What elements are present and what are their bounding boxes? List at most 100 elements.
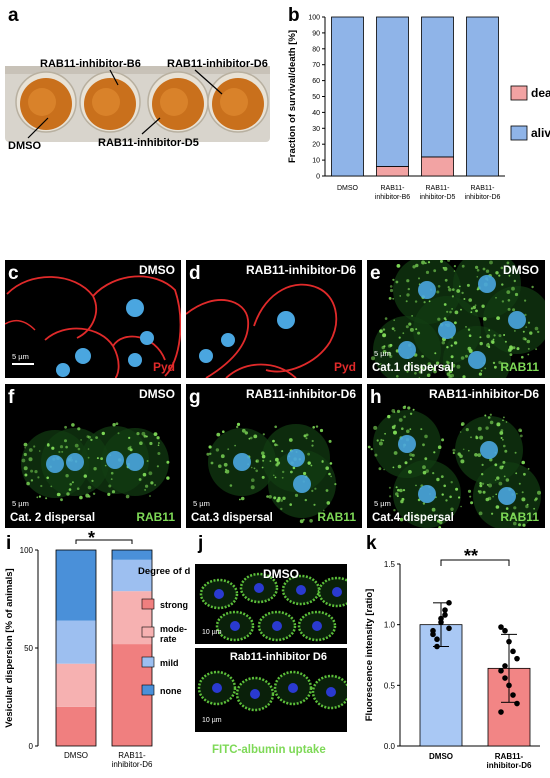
rab11-vesicle (489, 420, 494, 425)
rab11-vesicle (37, 476, 40, 479)
rab11-vesicle (470, 307, 473, 310)
rab11-vesicle (526, 339, 531, 344)
rab11-vesicle (455, 487, 459, 491)
well-highlight (220, 88, 248, 116)
nucleus (293, 475, 311, 493)
rab11-vesicle (249, 436, 253, 440)
rab11-vesicle (495, 493, 497, 496)
rab11-vesicle (476, 268, 480, 272)
rab11-vesicle (250, 466, 253, 469)
rab11-vesicle (494, 365, 497, 369)
nucleus (398, 341, 416, 359)
panel-label-b: b (288, 5, 300, 26)
data-point (430, 627, 436, 634)
rab11-vesicle (276, 498, 280, 503)
rab11-vesicle (141, 431, 146, 436)
rab11-vesicle (255, 469, 258, 473)
y-tick-label: 20 (312, 142, 320, 149)
y-tick-label: 30 (312, 126, 320, 133)
rab11-vesicle (409, 453, 413, 457)
rab11-vesicle (406, 293, 410, 297)
nucleus (272, 621, 282, 631)
rab11-vesicle (506, 290, 511, 294)
rab11-vesicle (60, 498, 63, 502)
rab11-vesicle (95, 436, 98, 439)
rab11-vesicle (381, 345, 385, 350)
rab11-vesicle (461, 291, 464, 295)
rab11-vesicle (307, 452, 310, 456)
rab11-vesicle (392, 466, 395, 469)
rab11-vesicle (469, 495, 472, 498)
rab11-vesicle (396, 375, 399, 378)
micro-c-scale: 5 µm (12, 352, 29, 361)
x-tick-label: inhibitor-D6 (112, 760, 153, 769)
rab11-vesicle (505, 507, 509, 510)
rab11-vesicle (518, 482, 521, 485)
nucleus (508, 311, 526, 329)
rab11-vesicle (496, 476, 500, 480)
bar-strong (56, 706, 96, 746)
rab11-vesicle (23, 442, 28, 447)
rab11-vesicle (468, 298, 472, 302)
rab11-vesicle (395, 486, 398, 489)
rab11-vesicle (325, 489, 329, 492)
rab11-vesicle (448, 288, 452, 292)
rab11-vesicle (329, 462, 333, 465)
rab11-vesicle (154, 484, 157, 486)
rab11-vesicle (382, 439, 385, 442)
rab11-vesicle (143, 434, 147, 438)
rab11-vesicle (208, 446, 211, 449)
y-tick-label: 50 (312, 94, 320, 101)
label-d5: RAB11-inhibitor-D5 (98, 137, 199, 149)
rab11-vesicle (412, 408, 415, 411)
rab11-vesicle (479, 336, 482, 339)
rab11-vesicle (384, 317, 388, 320)
rab11-vesicle (416, 513, 419, 516)
rab11-vesicle (93, 467, 97, 471)
rab11-vesicle (421, 260, 426, 265)
rab11-vesicle (158, 442, 160, 444)
micro-h: RAB11-inhibitor-D6 RAB11 Cat.4 dispersal… (367, 384, 545, 528)
micro-f-stain: RAB11 (136, 510, 175, 524)
rab11-vesicle (387, 351, 392, 356)
micro-e-category: Cat.1 dispersal (372, 362, 454, 374)
rab11-vesicle (496, 316, 500, 320)
micro-h-title: RAB11-inhibitor-D6 (428, 387, 539, 401)
rab11-vesicle (412, 265, 416, 269)
rab11-vesicle (129, 445, 132, 448)
rab11-vesicle (445, 499, 448, 502)
rab11-vesicle (91, 479, 94, 482)
rab11-vesicle (393, 451, 398, 455)
rab11-vesicle (58, 450, 61, 454)
rab11-vesicle (514, 330, 516, 332)
rab11-vesicle (406, 279, 410, 283)
data-point (502, 663, 508, 669)
rab11-vesicle (521, 460, 525, 465)
rab11-vesicle (393, 329, 396, 332)
rab11-vesicle (45, 497, 48, 500)
data-point (502, 627, 508, 634)
y-tick-label: 100 (20, 546, 34, 555)
rab11-vesicle (389, 495, 392, 498)
rab11-vesicle (409, 457, 413, 461)
rab11-vesicle (456, 364, 461, 369)
rab11-vesicle (424, 262, 427, 265)
rab11-vesicle (446, 310, 449, 313)
nucleus (438, 321, 456, 339)
rab11-vesicle (403, 415, 406, 419)
rab11-vesicle (481, 304, 485, 308)
rab11-vesicle (272, 439, 275, 443)
rab11-vesicle (513, 279, 516, 283)
rab11-vesicle (423, 301, 426, 304)
rab11-vesicle (435, 361, 440, 365)
rab11-vesicle (477, 453, 482, 457)
micro-f: DMSO RAB11 Cat. 2 dispersal 5 µm (5, 384, 181, 528)
rab11-vesicle (261, 451, 265, 455)
rab11-vesicle (515, 472, 518, 475)
rab11-vesicle (425, 469, 429, 473)
rab11-vesicle (334, 483, 337, 486)
rab11-vesicle (209, 452, 212, 455)
rab11-vesicle (492, 338, 495, 341)
rab11-vesicle (456, 289, 461, 293)
rab11-vesicle (392, 278, 395, 281)
